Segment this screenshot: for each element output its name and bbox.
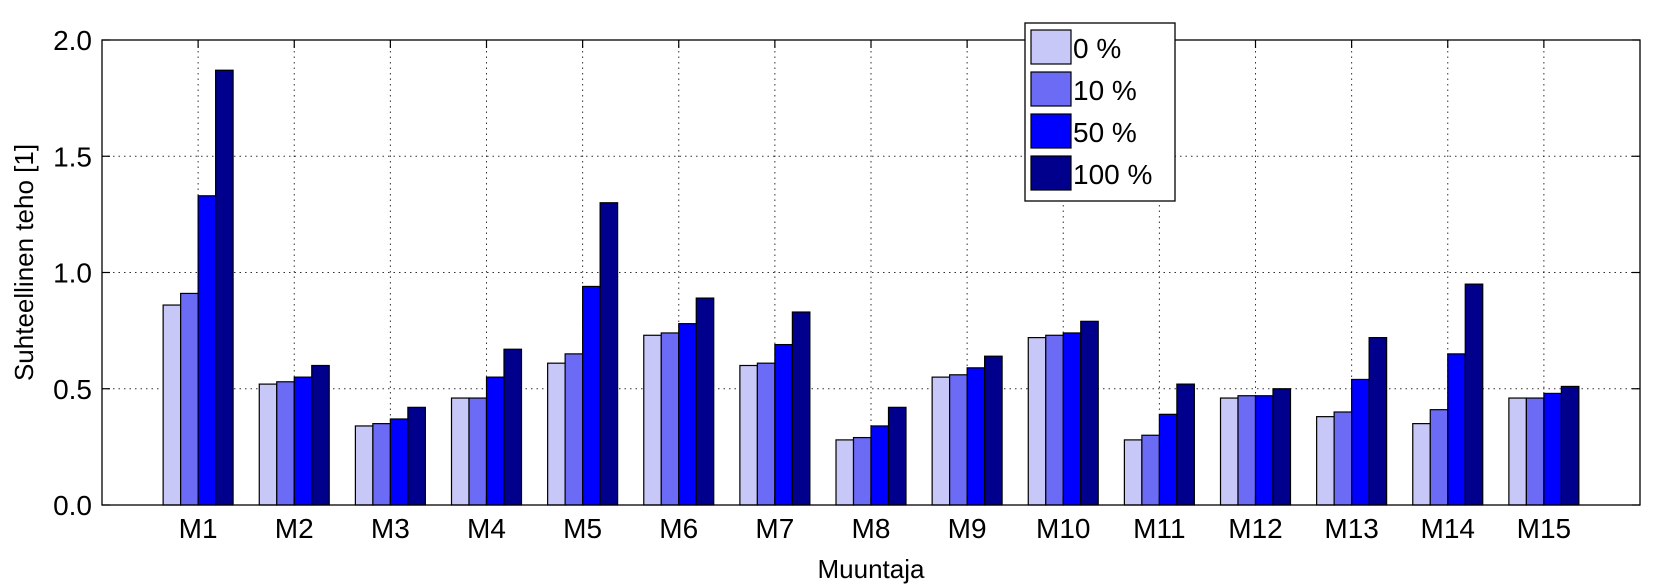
legend-swatch [1030, 113, 1072, 149]
y-axis-label: Suhteellinen teho [1] [9, 144, 39, 381]
x-tick-label: M10 [1036, 513, 1090, 544]
x-tick-label: M13 [1324, 513, 1378, 544]
x-tick-label: M7 [755, 513, 794, 544]
bar-m5-series-2 [564, 353, 584, 506]
bar-m2-series-4 [311, 364, 330, 506]
bar-m13-series-1 [1316, 416, 1335, 506]
bar-m11-series-2 [1141, 434, 1160, 506]
bar-m8-series-3 [870, 425, 890, 506]
bar-m11-series-4 [1176, 383, 1195, 506]
bar-m4-series-3 [485, 376, 505, 506]
y-tick-label: 0.0 [53, 490, 92, 521]
plot-frame [101, 39, 1641, 506]
bar-m4-series-4 [503, 348, 523, 506]
bar-m5-series-1 [547, 362, 566, 506]
x-tick-label: M15 [1517, 513, 1571, 544]
bar-m10-series-4 [1080, 320, 1099, 506]
bar-m4-series-1 [450, 397, 470, 506]
bar-m8-series-1 [835, 439, 855, 506]
bar-m15-series-2 [1525, 397, 1545, 506]
bar-m11-series-3 [1158, 413, 1178, 506]
bar-m2-series-2 [276, 381, 295, 506]
x-axis-label: Muuntaja [818, 554, 925, 584]
bar-m6-series-3 [678, 323, 697, 506]
x-tick-label: M4 [467, 513, 506, 544]
y-tick-label: 1.5 [53, 141, 92, 172]
bar-m15-series-1 [1508, 397, 1527, 506]
bar-m1-series-1 [162, 304, 182, 506]
bar-m7-series-1 [739, 364, 758, 506]
bar-m14-series-3 [1447, 353, 1466, 506]
x-tick-label: M8 [852, 513, 891, 544]
bar-m12-series-3 [1254, 395, 1274, 506]
x-tick-label: M14 [1421, 513, 1475, 544]
y-tick-label: 2.0 [53, 25, 92, 56]
bar-m12-series-4 [1272, 388, 1292, 506]
bar-m4-series-2 [468, 397, 488, 506]
bar-m9-series-4 [984, 355, 1003, 506]
bar-m2-series-1 [258, 383, 278, 506]
legend-label: 10 % [1073, 75, 1137, 106]
bar-m5-series-3 [582, 285, 601, 506]
legend-swatch [1030, 155, 1072, 191]
bar-m3-series-1 [354, 425, 374, 506]
bar-m11-series-1 [1123, 439, 1143, 506]
bar-m9-series-3 [966, 367, 986, 506]
bar-m7-series-4 [791, 311, 811, 506]
bar-m6-series-1 [643, 334, 662, 506]
bar-m3-series-4 [407, 406, 426, 506]
bar-m3-series-2 [372, 423, 391, 506]
legend-label: 0 % [1073, 33, 1121, 64]
bar-m14-series-1 [1412, 423, 1431, 506]
bar-m1-series-4 [215, 69, 234, 506]
x-tick-label: M2 [275, 513, 314, 544]
x-tick-label: M3 [371, 513, 410, 544]
bar-m14-series-4 [1464, 283, 1484, 506]
bar-m13-series-4 [1368, 337, 1388, 506]
bar-m15-series-3 [1543, 392, 1562, 506]
x-tick-label: M5 [563, 513, 602, 544]
legend-swatch [1030, 29, 1072, 65]
bar-m5-series-4 [599, 202, 619, 506]
legend-label: 50 % [1073, 117, 1137, 148]
x-tick-label: M11 [1133, 513, 1185, 544]
bar-m6-series-4 [695, 297, 715, 506]
bar-m6-series-2 [660, 332, 680, 506]
x-tick-label: M9 [948, 513, 987, 544]
y-tick-label: 0.5 [53, 374, 92, 405]
bar-m13-series-2 [1333, 411, 1353, 506]
bar-m7-series-3 [774, 343, 793, 506]
bar-m12-series-1 [1219, 397, 1239, 506]
x-tick-label: M1 [179, 513, 218, 544]
bar-m12-series-2 [1237, 395, 1257, 506]
bar-m2-series-3 [293, 376, 313, 506]
bar-m10-series-2 [1045, 334, 1064, 506]
bar-m1-series-2 [180, 292, 199, 506]
bar-m7-series-2 [756, 362, 776, 506]
legend-label: 100 % [1073, 159, 1152, 190]
x-tick-label: M12 [1228, 513, 1282, 544]
bar-m8-series-2 [852, 436, 872, 506]
legend-swatch [1030, 71, 1072, 107]
y-tick-label: 1.0 [53, 258, 92, 289]
x-tick-label: M6 [659, 513, 698, 544]
bar-m3-series-3 [389, 418, 409, 506]
bar-m9-series-1 [931, 376, 951, 506]
bar-m10-series-1 [1027, 337, 1047, 506]
bar-m14-series-2 [1429, 409, 1449, 506]
bar-m15-series-4 [1560, 385, 1580, 506]
bar-m13-series-3 [1351, 378, 1370, 506]
bar-m9-series-2 [949, 374, 968, 506]
bar-m8-series-4 [887, 406, 907, 506]
bar-m1-series-3 [197, 195, 217, 506]
bar-m10-series-3 [1062, 332, 1082, 506]
